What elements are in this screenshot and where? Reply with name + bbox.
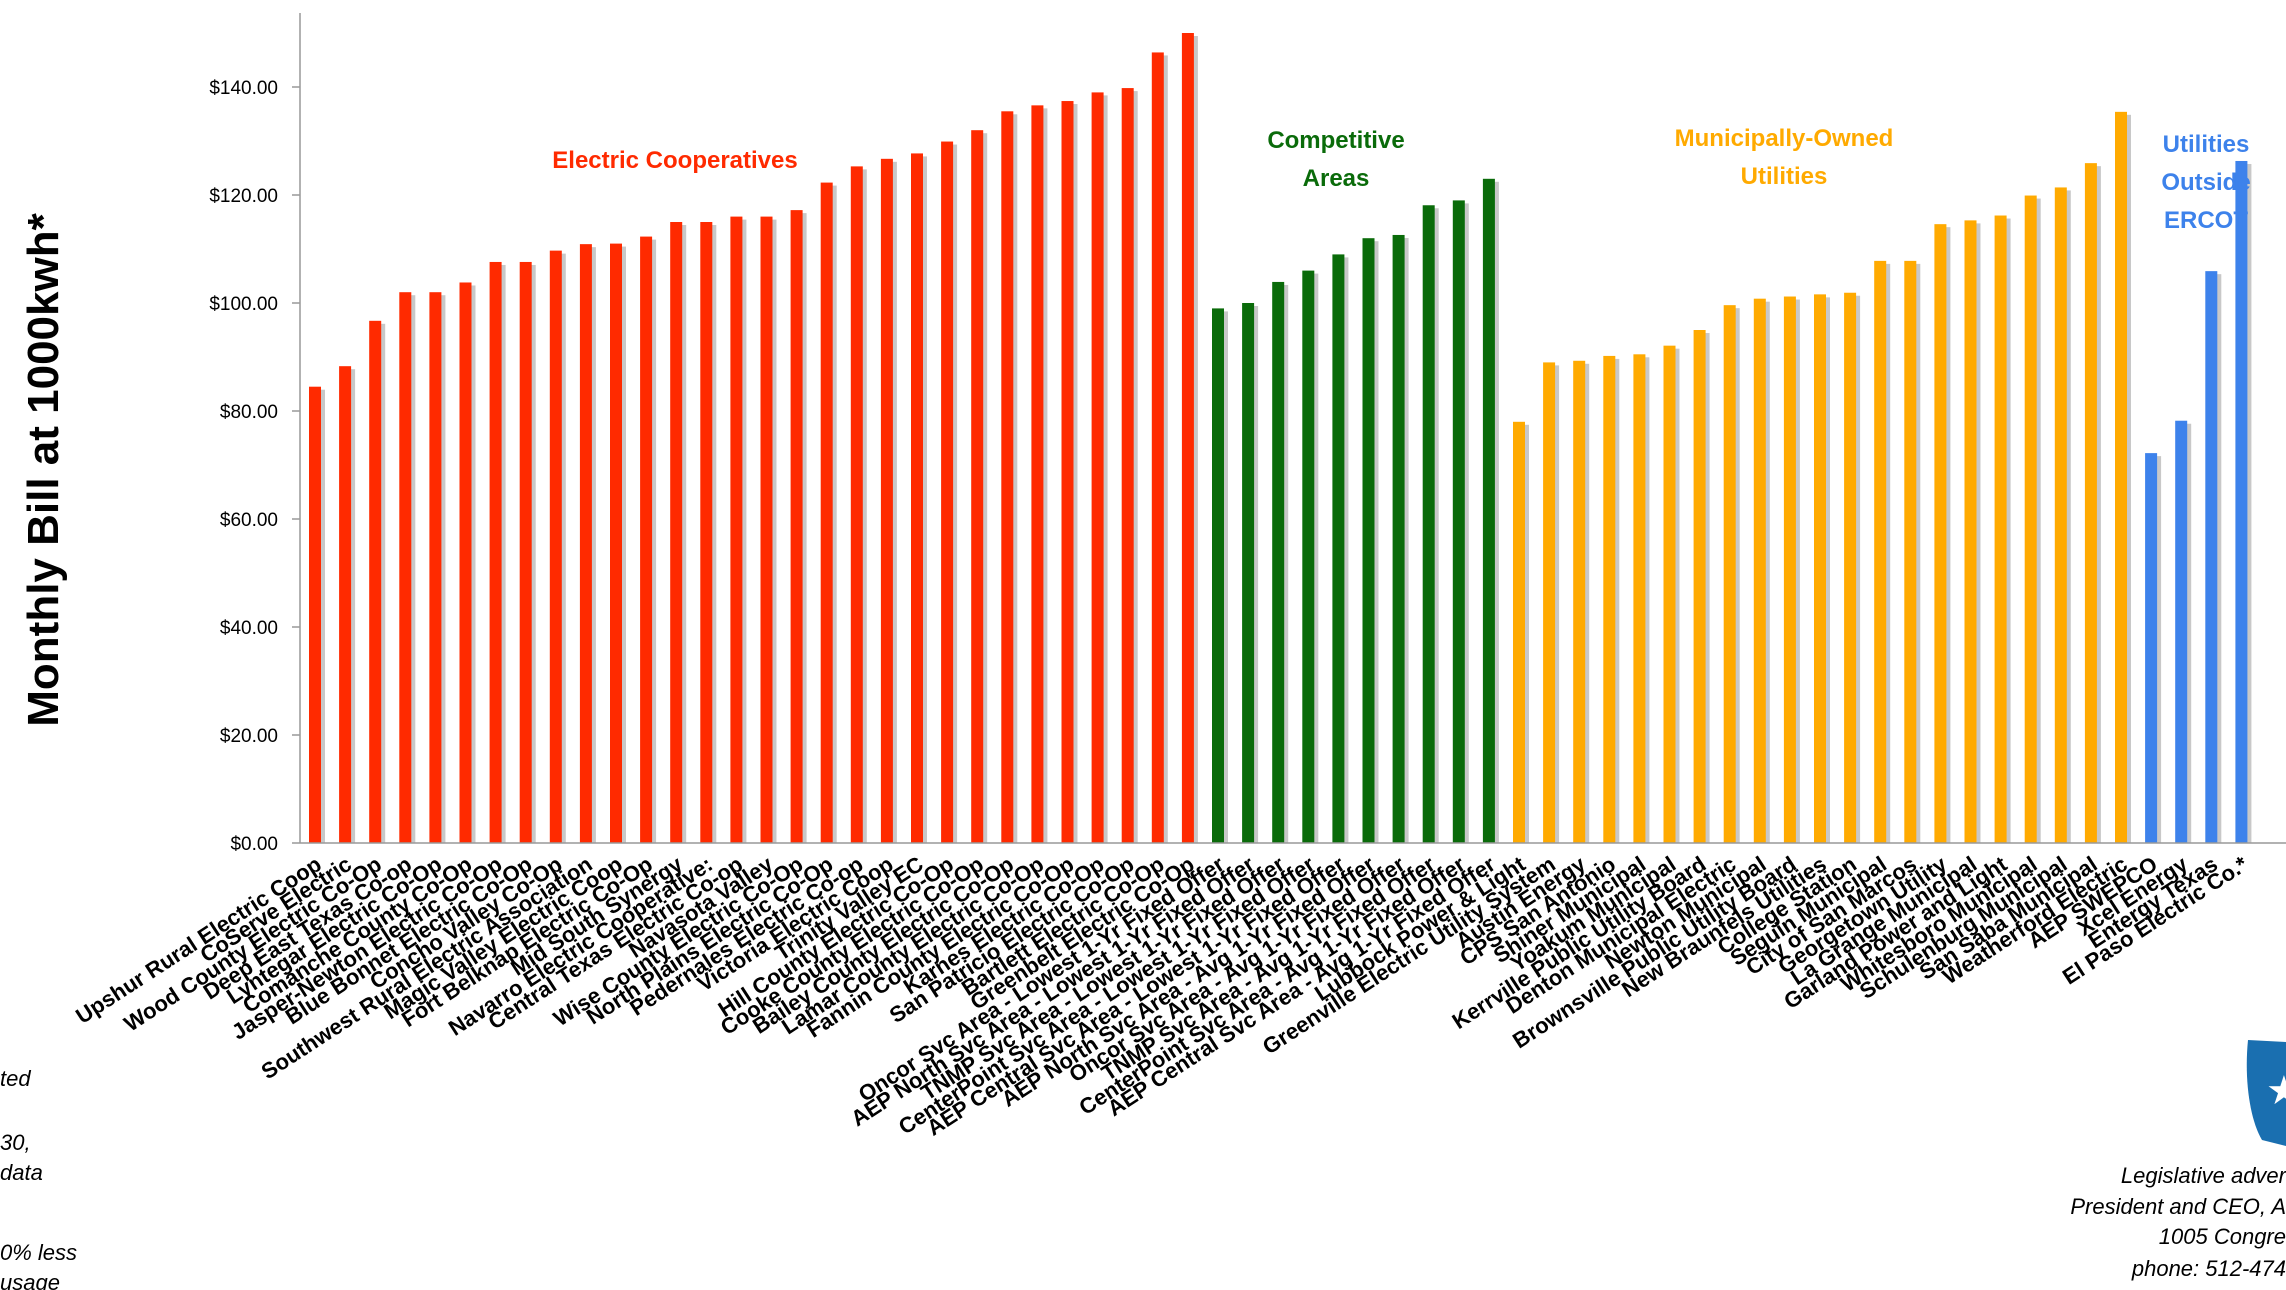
bar — [1151, 52, 1164, 843]
bar — [1723, 305, 1736, 843]
bar — [339, 366, 352, 843]
bar — [1242, 303, 1255, 843]
bar — [1934, 224, 1947, 843]
bar — [971, 130, 984, 843]
contact-line: President and CEO, A — [2070, 1194, 2286, 1219]
bar — [1543, 362, 1556, 843]
group-label-municipal-line2: Utilities — [1741, 163, 1828, 190]
bar — [2175, 420, 2188, 843]
svg-text:★: ★ — [2266, 1068, 2286, 1114]
bar — [2205, 271, 2218, 843]
bar — [1001, 111, 1014, 844]
bar — [2115, 111, 2127, 844]
bar — [880, 158, 893, 843]
logo-icon: ★ — [2246, 1040, 2286, 1146]
footnote-fragment: data — [0, 1160, 43, 1185]
bar — [459, 282, 472, 844]
bars — [309, 33, 2252, 844]
footnote-fragment: ted — [0, 1066, 31, 1091]
bar — [610, 243, 622, 844]
contact-line: phone: 512-474 — [2131, 1256, 2286, 1281]
y-axis-label: Monthly Bill at 1000kwh* — [19, 212, 68, 726]
bar — [1031, 105, 1044, 844]
bar — [670, 222, 683, 843]
title-fragment — [300, 0, 1340, 6]
bar — [1753, 298, 1766, 843]
bar — [2235, 160, 2248, 844]
bar — [1663, 345, 1676, 843]
bar — [1091, 92, 1104, 843]
bar — [309, 386, 321, 843]
bar — [941, 141, 954, 844]
contact-line: 1005 Congre — [2159, 1224, 2286, 1249]
bar — [1121, 88, 1134, 843]
bar — [790, 210, 803, 843]
bar — [730, 216, 743, 844]
group-label-outside-line3: ERCOT — [2164, 207, 2248, 234]
bar — [1513, 421, 1525, 843]
bar — [1964, 220, 1977, 843]
bar — [1904, 260, 1917, 843]
bar — [1061, 101, 1074, 844]
bar — [489, 261, 502, 844]
bar — [1482, 178, 1495, 844]
bar — [1272, 281, 1285, 843]
bar — [369, 320, 382, 843]
bar — [1783, 296, 1796, 843]
bar — [1693, 330, 1706, 843]
bar — [1874, 260, 1887, 843]
bar — [1844, 292, 1857, 843]
bar — [911, 153, 923, 844]
bar — [850, 166, 863, 843]
group-label-cooperatives: Electric Cooperatives — [552, 147, 797, 174]
bar — [1302, 270, 1315, 844]
group-label-outside-line1: Utilities — [2163, 131, 2250, 158]
bar — [760, 216, 773, 844]
bar — [2024, 195, 2037, 844]
group-label-competitive-line1: Competitive — [1267, 127, 1404, 154]
y-tick-label: $40.00 — [220, 618, 278, 639]
bar — [1212, 308, 1224, 843]
y-axis-ticks: $0.00 $20.00 $40.00 $60.00 $80.00 $100.00 $120… — [209, 13, 301, 855]
y-tick-label: $80.00 — [220, 402, 278, 423]
bar — [820, 182, 833, 843]
bar — [579, 244, 592, 843]
y-tick-label: $140.00 — [209, 78, 278, 99]
contact-line: Legislative adver — [2121, 1163, 2286, 1188]
y-tick-label: $100.00 — [209, 294, 278, 315]
bar — [2145, 453, 2158, 843]
footnote-fragment: 30, — [0, 1130, 31, 1155]
bar — [1633, 354, 1646, 843]
bar — [1181, 33, 1194, 843]
bar — [1392, 234, 1405, 843]
footnote-fragment: usage — [0, 1270, 60, 1290]
bar — [700, 222, 713, 843]
bar — [1362, 238, 1375, 843]
bar — [2054, 187, 2067, 843]
bar — [1452, 200, 1465, 843]
bar — [1573, 360, 1586, 843]
bar — [1994, 215, 2007, 843]
bar — [1422, 205, 1435, 843]
bar — [640, 236, 653, 843]
bar — [2084, 163, 2097, 843]
group-label-competitive-line2: Areas — [1303, 165, 1370, 192]
y-tick-label: $60.00 — [220, 510, 278, 531]
y-tick-label: $0.00 — [230, 834, 278, 855]
bar — [519, 261, 532, 844]
footnote-fragment: 0% less — [0, 1240, 77, 1265]
group-label-municipal-line1: Municipally-Owned — [1675, 125, 1894, 152]
group-label-outside-line2: Outside — [2161, 169, 2250, 196]
y-tick-label: $20.00 — [220, 726, 278, 747]
bar — [399, 292, 412, 843]
bar — [1814, 294, 1826, 843]
bar — [1603, 355, 1616, 843]
bar — [429, 292, 442, 843]
bar — [549, 250, 562, 843]
y-tick-label: $120.00 — [209, 186, 278, 207]
bar — [1332, 254, 1345, 843]
